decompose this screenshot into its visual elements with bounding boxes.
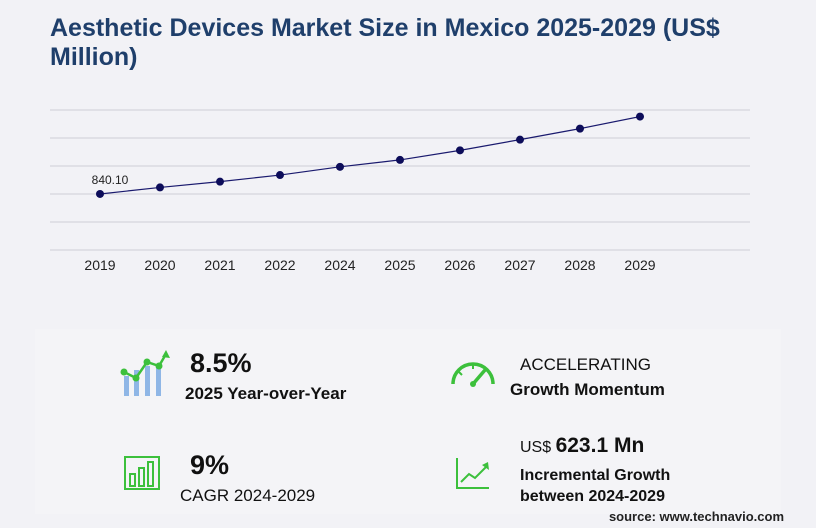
x-tick-label: 2028 bbox=[564, 257, 595, 273]
yoy-label: 2025 Year-over-Year bbox=[185, 384, 347, 403]
incremental-label-2: between 2024-2029 bbox=[520, 488, 665, 505]
x-tick-label: 2020 bbox=[144, 257, 175, 273]
incremental-value: US$ 623.1 Mn bbox=[520, 434, 644, 458]
yoy-value: 8.5% bbox=[190, 348, 252, 378]
incremental-amount: 623.1 Mn bbox=[555, 434, 645, 457]
x-tick-label: 2026 bbox=[444, 257, 475, 273]
line-growth-icon bbox=[456, 458, 489, 489]
data-point bbox=[336, 162, 344, 171]
x-tick-label: 2019 bbox=[84, 257, 115, 273]
x-tick-labels: 2019 2020 2021 2022 2024 2025 2026 2027 2028 2029 bbox=[84, 257, 655, 273]
x-tick-label: 2027 bbox=[504, 257, 535, 273]
line-chart: 2019 2020 2021 2022 2024 2025 2026 2027 2028 2029… bbox=[50, 109, 750, 273]
cagr-value: 9% bbox=[190, 450, 230, 480]
x-tick-label: 2022 bbox=[264, 257, 295, 273]
x-tick-label: 2029 bbox=[624, 257, 655, 273]
x-tick-label: 2025 bbox=[384, 257, 415, 273]
markers bbox=[96, 112, 644, 198]
data-point bbox=[516, 135, 524, 144]
series-line bbox=[99, 115, 641, 195]
momentum-title: ACCELERATING bbox=[520, 355, 651, 374]
data-point bbox=[456, 146, 464, 155]
chart-title: Aesthetic Devices Market Size in Mexico … bbox=[50, 14, 720, 71]
data-point bbox=[216, 177, 224, 186]
data-point bbox=[576, 124, 584, 133]
cagr-label: CAGR 2024-2029 bbox=[180, 486, 316, 505]
data-point bbox=[96, 189, 104, 198]
source-note: source: www.technavio.com bbox=[608, 509, 784, 524]
data-point bbox=[156, 183, 164, 192]
bar-chart-growth-icon bbox=[120, 350, 170, 396]
momentum-label: Growth Momentum bbox=[510, 380, 665, 399]
x-tick-label: 2021 bbox=[204, 257, 235, 273]
data-point bbox=[396, 155, 404, 164]
bar-chart-icon bbox=[124, 456, 160, 490]
gridlines bbox=[50, 109, 750, 251]
incremental-prefix: US$ bbox=[520, 439, 552, 456]
data-point bbox=[276, 171, 284, 180]
speedometer-icon bbox=[451, 362, 495, 387]
x-tick-label: 2024 bbox=[324, 257, 355, 273]
incremental-label-1: Incremental Growth bbox=[520, 467, 671, 484]
data-labels: 840.10 bbox=[92, 173, 129, 187]
data-label: 840.10 bbox=[92, 173, 129, 187]
data-point bbox=[636, 112, 644, 121]
